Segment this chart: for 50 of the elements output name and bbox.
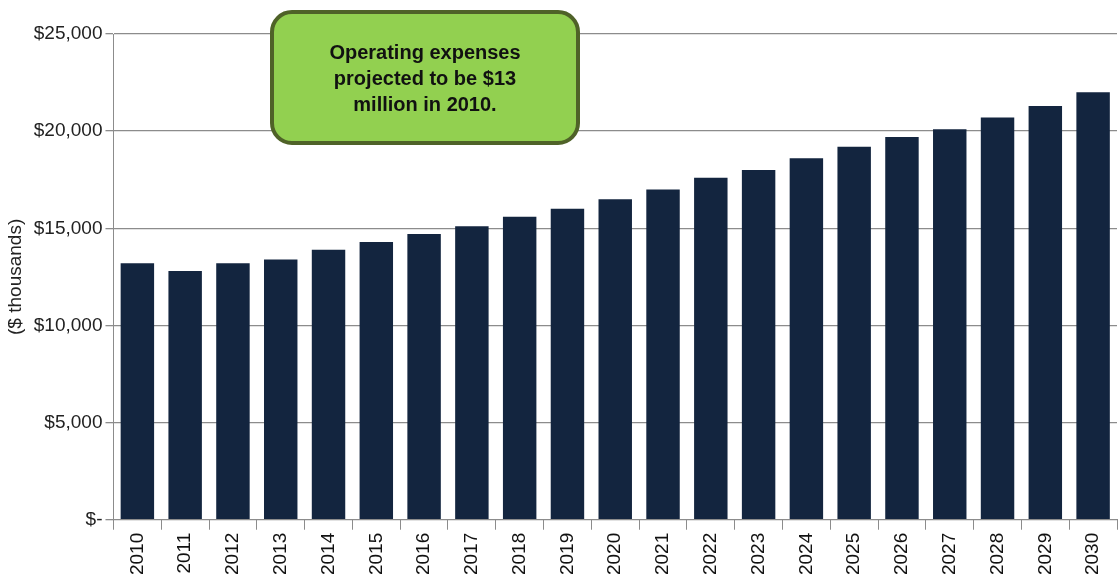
bar (359, 241, 394, 520)
x-tick-label: 2024 (794, 532, 816, 576)
y-tick-label: $5,000 (44, 410, 103, 432)
x-tick-label: 2017 (460, 532, 482, 576)
bar (1076, 92, 1110, 520)
bar (311, 249, 346, 520)
x-tick-label: 2021 (651, 532, 673, 576)
bar (502, 216, 537, 520)
y-tick-label: $25,000 (33, 22, 103, 44)
x-tick-label: 2028 (985, 532, 1007, 576)
x-tick-label: 2020 (603, 532, 625, 576)
x-tick-label: 2030 (1081, 532, 1103, 576)
x-tick-label: 2011 (173, 532, 195, 574)
x-tick-label: 2019 (555, 532, 577, 576)
bar (407, 234, 441, 520)
y-axis-title: ($ thousands) (3, 218, 25, 335)
x-tick-label: 2026 (890, 532, 912, 576)
x-tick-label: 2023 (746, 532, 768, 576)
x-tick-label: 2029 (1033, 532, 1055, 576)
x-tick-label: 2025 (842, 532, 864, 576)
bar (168, 271, 202, 520)
x-tick-label: 2010 (125, 532, 147, 576)
bar (1028, 105, 1063, 520)
y-tick-label: $20,000 (33, 119, 103, 141)
x-tick-label: 2027 (937, 532, 959, 576)
x-tick-label: 2022 (699, 532, 721, 576)
x-tick-label: 2012 (221, 532, 243, 576)
y-tick-label: $- (85, 507, 103, 529)
bar (216, 263, 250, 520)
bar (694, 177, 728, 520)
callout-box: Operating expenses projected to be $13 million in 2010. (270, 10, 580, 145)
bar (455, 226, 489, 520)
x-tick-label: 2013 (268, 532, 290, 576)
bar (598, 199, 632, 520)
bar (741, 170, 776, 520)
bar (120, 263, 155, 520)
bar (837, 146, 871, 520)
bar (933, 129, 967, 520)
bar (789, 158, 824, 520)
x-tick-label: 2018 (507, 532, 529, 576)
bar (264, 259, 298, 520)
bar (885, 136, 919, 520)
x-tick-label: 2015 (364, 532, 386, 576)
bar (550, 208, 585, 520)
y-tick-label: $15,000 (33, 216, 103, 238)
bar (980, 117, 1015, 520)
bar (646, 189, 680, 520)
x-tick-label: 2016 (412, 532, 434, 576)
x-tick-label: 2014 (316, 532, 338, 576)
y-tick-label: $10,000 (33, 313, 103, 335)
